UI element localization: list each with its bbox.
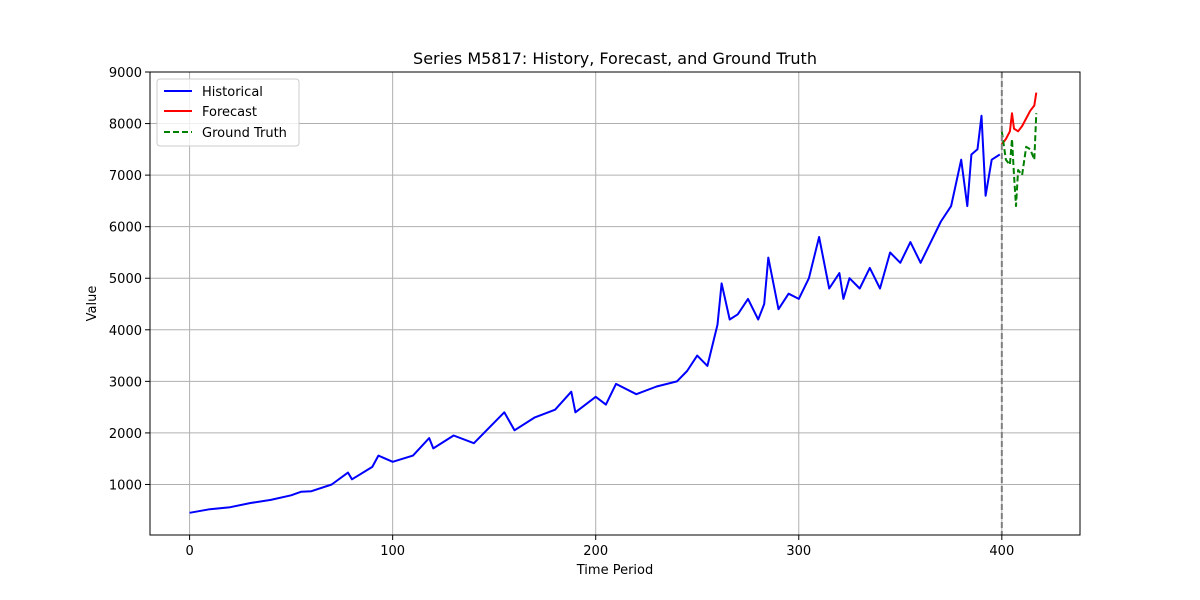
y-tick-label: 2000	[109, 427, 142, 442]
y-axis-label: Value	[85, 286, 100, 322]
y-tick-label: 1000	[109, 478, 142, 493]
y-tick-label: 4000	[109, 324, 142, 339]
y-tick-label: 7000	[109, 169, 142, 184]
x-tick-label: 400	[989, 544, 1014, 559]
legend-label-historical: Historical	[202, 85, 263, 100]
y-tick-label: 8000	[109, 118, 142, 133]
plot-frame	[149, 71, 1081, 536]
y-tick-label: 9000	[109, 66, 142, 81]
x-tick-label: 100	[380, 544, 405, 559]
ticks: 0 100 200 300 400 1000 2000 3000 4000 5000 6000 700…	[109, 66, 1014, 559]
legend-label-ground-truth: Ground Truth	[202, 126, 287, 141]
x-tick-label: 300	[786, 544, 811, 559]
series-line-ground-truth	[1000, 113, 1038, 208]
legend: Historical Forecast Ground Truth	[156, 78, 300, 147]
x-axis-label: Time Period	[576, 563, 653, 578]
legend-label-forecast: Forecast	[202, 105, 257, 120]
series-line-historical	[189, 114, 1001, 514]
series-line-forecast	[1001, 92, 1038, 145]
x-tick-label: 0	[185, 544, 193, 559]
y-tick-label: 6000	[109, 221, 142, 236]
y-tick-label: 5000	[109, 272, 142, 287]
series-layer	[189, 72, 1038, 535]
x-tick-label: 200	[583, 544, 608, 559]
chart-title: Series M5817: History, Forecast, and Gro…	[413, 49, 817, 68]
y-tick-label: 3000	[109, 375, 142, 390]
legend-box	[156, 78, 300, 147]
